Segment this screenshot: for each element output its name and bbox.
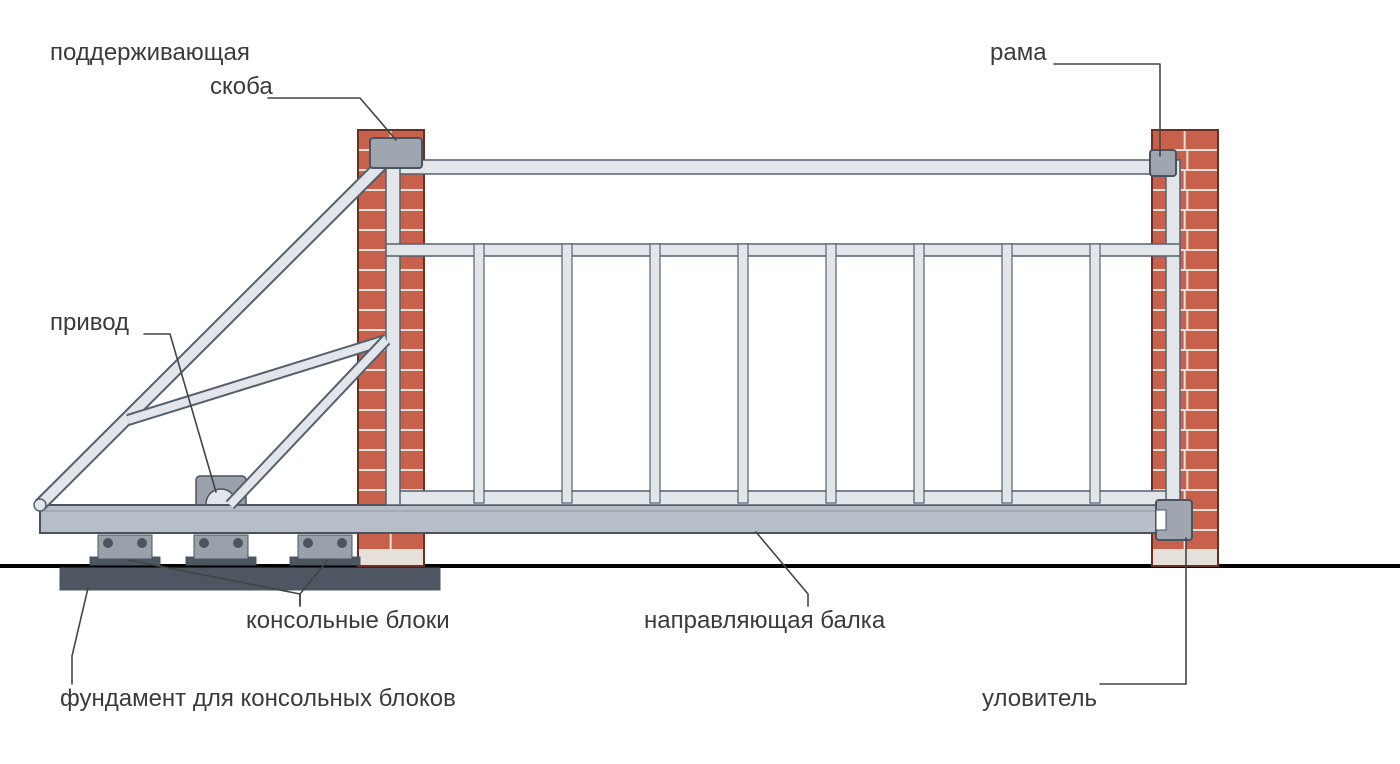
label-support-bracket-1: поддерживающая bbox=[50, 39, 250, 66]
cantilever-block bbox=[290, 535, 360, 565]
label-frame: рама bbox=[990, 39, 1047, 66]
guide-beam bbox=[40, 505, 1180, 533]
sliding-gate-diagram: поддерживающая скоба рама привод консольные … bbox=[0, 0, 1400, 764]
top-end-roller bbox=[1150, 150, 1176, 176]
label-support-bracket-2: скоба bbox=[210, 73, 273, 100]
end-catcher bbox=[1156, 500, 1192, 540]
label-foundation: фундамент для консольных блоков bbox=[60, 685, 456, 712]
cantilever-block bbox=[90, 535, 160, 565]
label-cantilever-blocks: консольные блоки bbox=[246, 607, 450, 634]
foundation-plate bbox=[60, 568, 440, 590]
label-drive: привод bbox=[50, 309, 129, 336]
label-catcher: уловитель bbox=[982, 685, 1097, 712]
label-guide-beam: направляющая балка bbox=[644, 607, 886, 634]
cantilever-block bbox=[186, 535, 256, 565]
support-bracket bbox=[370, 138, 422, 168]
